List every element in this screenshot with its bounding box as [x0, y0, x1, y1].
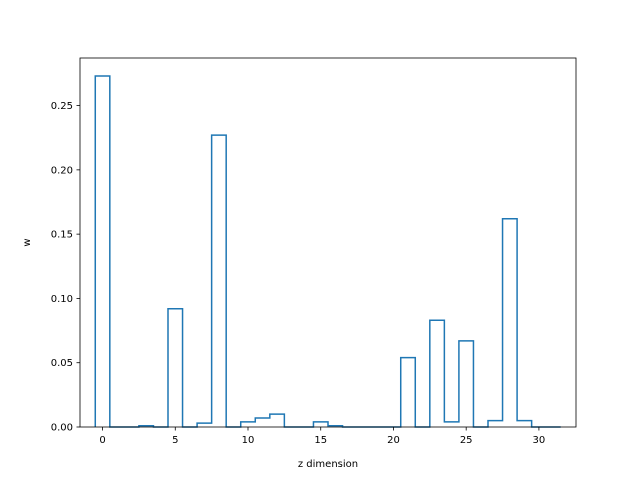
x-tick-label: 15 — [314, 435, 327, 446]
y-tick-label: 0.15 — [51, 230, 73, 241]
x-tick-label: 30 — [533, 435, 546, 446]
x-tick-label: 10 — [242, 435, 255, 446]
y-axis-label: w — [22, 238, 33, 246]
x-tick-label: 5 — [172, 435, 178, 446]
y-tick-label: 0.20 — [51, 165, 73, 176]
x-axis-ticks: 0 5 10 15 20 25 30 — [99, 427, 545, 446]
x-tick-label: 25 — [460, 435, 473, 446]
y-tick-label: 0.05 — [51, 358, 73, 369]
y-tick-label: 0.10 — [51, 294, 73, 305]
x-tick-label: 0 — [99, 435, 105, 446]
x-axis-label: z dimension — [298, 459, 358, 470]
axes-frame — [79, 57, 577, 428]
x-tick-label: 20 — [387, 435, 400, 446]
y-tick-label: 0.25 — [51, 101, 73, 112]
y-tick-label: 0.00 — [51, 423, 73, 434]
y-axis-ticks: 0.00 0.05 0.10 0.15 0.20 0.25 — [51, 101, 80, 434]
